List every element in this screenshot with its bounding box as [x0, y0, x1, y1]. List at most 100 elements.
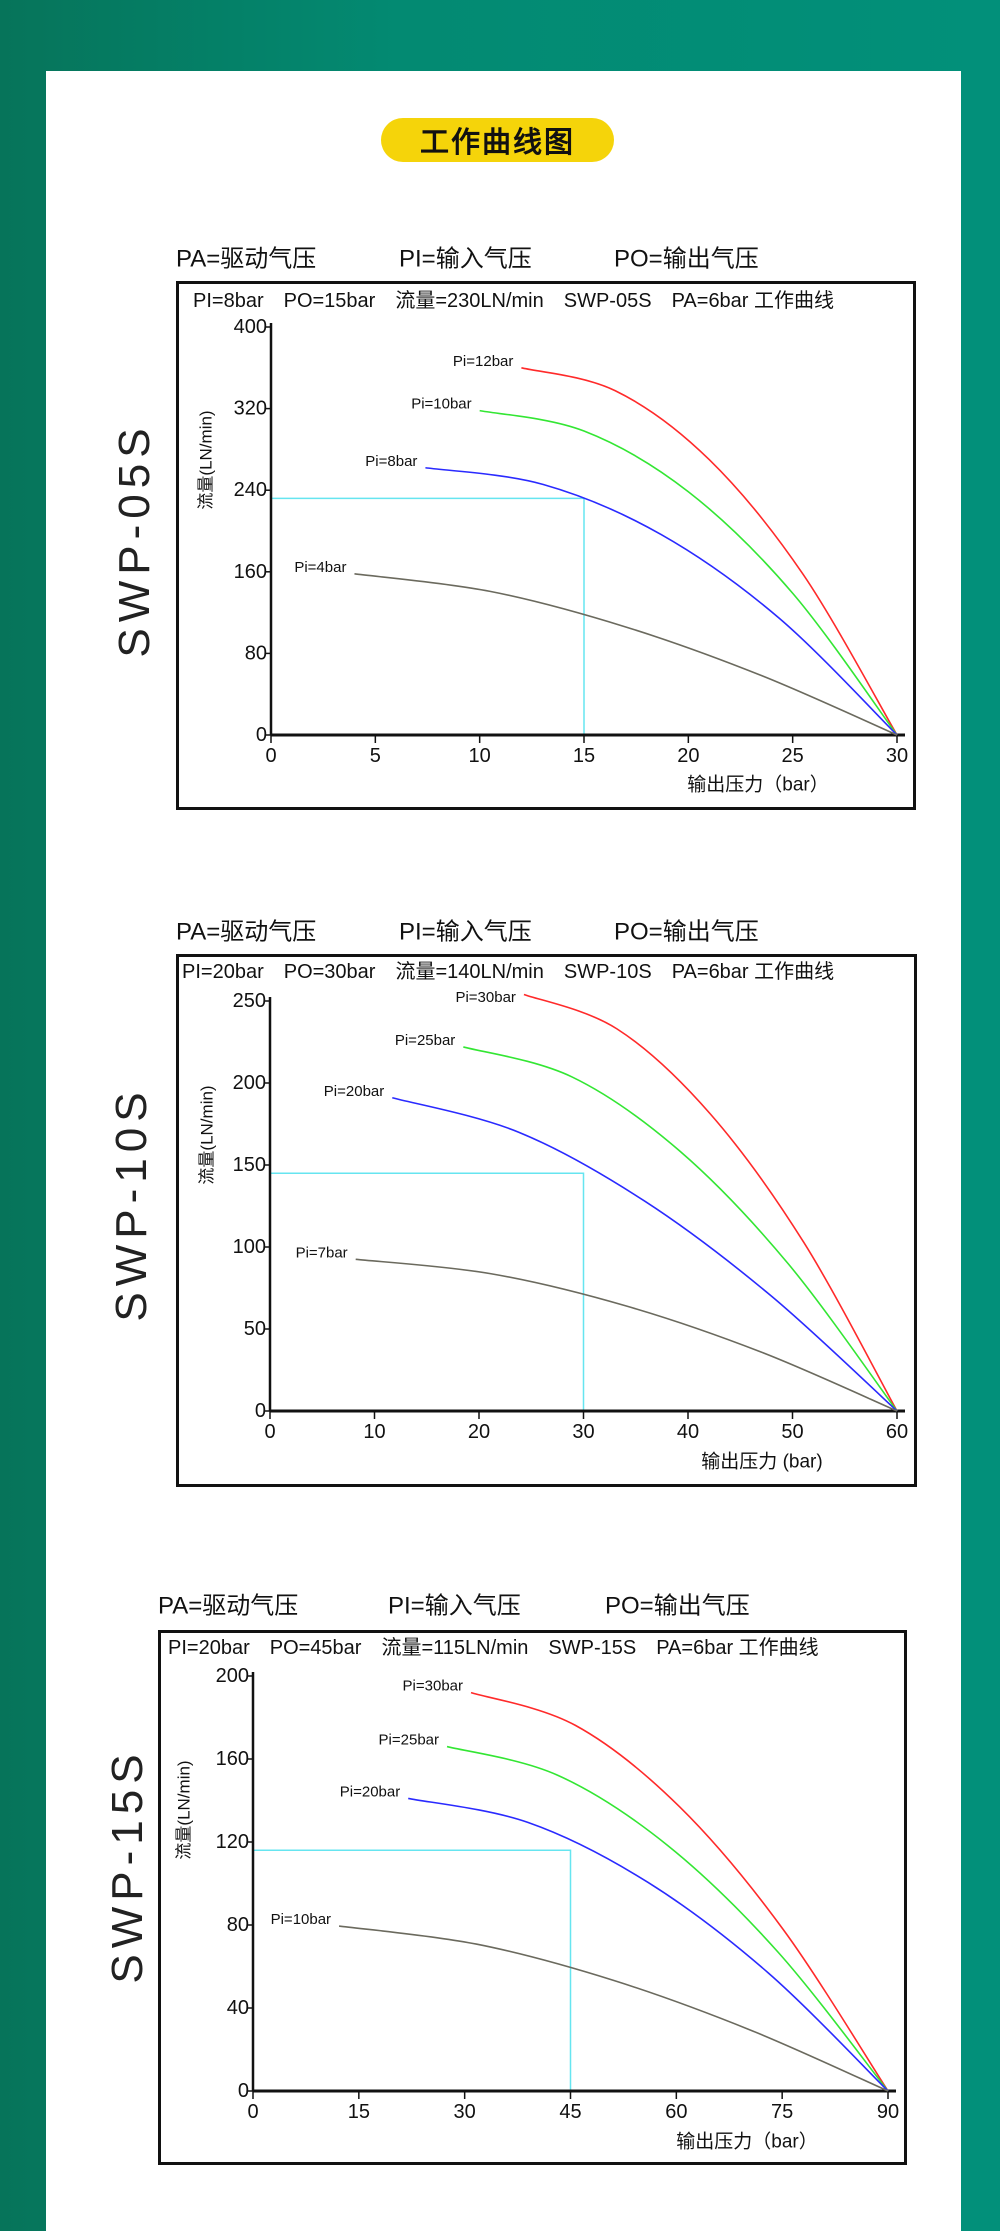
series-label: Pi=8bar	[365, 453, 417, 470]
series-label: Pi=25bar	[395, 1032, 455, 1049]
y-tick-label: 40	[227, 1997, 249, 2019]
y-tick-label: 0	[238, 2080, 249, 2102]
chart-header: PI=20bar PO=45bar 流量=115LN/min SWP-15S PA=6b…	[168, 1637, 819, 1659]
header-field: PO=30bar	[283, 961, 376, 983]
header-field: PI=20bar	[182, 961, 264, 983]
x-axis-label: 输出压力（bar）	[687, 774, 829, 796]
series-line	[408, 1797, 889, 2092]
legend-item: PI=输入气压	[399, 918, 532, 946]
x-tick-label: 15	[573, 745, 595, 767]
x-tick-label: 10	[363, 1421, 385, 1443]
x-tick-label: 60	[665, 2101, 687, 2123]
x-tick-label: 90	[877, 2101, 899, 2123]
series-label: Pi=20bar	[324, 1083, 384, 1100]
series-line	[425, 466, 898, 736]
header-field: SWP-05S	[563, 290, 652, 312]
x-tick-label: 5	[370, 745, 381, 767]
reference-line	[253, 1849, 572, 2091]
legend-item: PI=输入气压	[399, 245, 532, 273]
series-label: Pi=30bar	[455, 989, 515, 1006]
reference-line	[270, 1172, 585, 1411]
y-tick-label: 120	[216, 1831, 249, 1853]
chart-header: PI=8bar PO=15bar 流量=230LN/min SWP-05S PA=6ba…	[193, 290, 834, 312]
x-tick-label: 30	[454, 2101, 476, 2123]
header-field: PO=45bar	[269, 1637, 362, 1659]
header-field: PI=8bar	[193, 290, 264, 312]
legend-item: PA=驱动气压	[176, 918, 317, 946]
series-label: Pi=10bar	[271, 1911, 331, 1928]
y-tick-label: 250	[233, 990, 266, 1012]
header-field: 流量=230LN/min	[395, 290, 544, 312]
header-field: PA=6bar 工作曲线	[671, 961, 835, 983]
series-label: Pi=25bar	[379, 1732, 439, 1749]
y-tick-label: 80	[227, 1914, 249, 1936]
legend-item: PA=驱动气压	[176, 245, 317, 273]
header-field: SWP-15S	[548, 1637, 637, 1659]
x-tick-label: 40	[677, 1421, 699, 1443]
series-line	[355, 1258, 898, 1412]
y-tick-label: 160	[216, 1748, 249, 1770]
series-label: Pi=20bar	[340, 1783, 400, 1800]
header-field: PI=20bar	[168, 1637, 250, 1659]
x-tick-label: 60	[886, 1421, 908, 1443]
series-line	[446, 1745, 889, 2092]
x-tick-label: 75	[771, 2101, 793, 2123]
x-tick-label: 30	[886, 745, 908, 767]
reference-line	[271, 497, 585, 735]
y-tick-label: 160	[234, 561, 267, 583]
x-tick-label: 20	[677, 745, 699, 767]
content-card	[46, 71, 961, 2231]
x-tick-label: 45	[559, 2101, 581, 2123]
header-field: 流量=140LN/min	[395, 961, 544, 983]
y-tick-label: 150	[233, 1154, 266, 1176]
legend-item: PI=输入气压	[388, 1592, 521, 1620]
y-tick-label: 320	[234, 398, 267, 420]
x-tick-label: 25	[782, 745, 804, 767]
series-line	[463, 1046, 898, 1412]
legend-item: PO=输出气压	[605, 1592, 750, 1620]
series-label: Pi=7bar	[296, 1244, 348, 1261]
y-tick-label: 80	[245, 642, 267, 664]
x-tick-label: 15	[348, 2101, 370, 2123]
chart-frame	[158, 1630, 907, 2165]
series-line	[479, 409, 898, 736]
y-tick-label: 240	[234, 479, 267, 501]
header-field: PA=6bar 工作曲线	[671, 290, 835, 312]
header-field: PO=15bar	[283, 290, 376, 312]
x-tick-label: 50	[781, 1421, 803, 1443]
legend-item: PO=输出气压	[614, 245, 759, 273]
section-title: 工作曲线图	[419, 127, 575, 159]
x-tick-label: 0	[247, 2101, 258, 2123]
y-tick-label: 0	[255, 1400, 266, 1422]
y-tick-label: 50	[244, 1318, 266, 1340]
series-line	[521, 367, 898, 736]
x-axis-label: 输出压力 (bar)	[701, 1451, 823, 1473]
y-tick-label: 200	[216, 1665, 249, 1687]
section-title-badge: 工作曲线图	[381, 118, 614, 162]
series-line	[354, 573, 898, 736]
series-label: Pi=12bar	[453, 353, 513, 370]
series-line	[392, 1096, 898, 1412]
header-field: SWP-10S	[563, 961, 652, 983]
series-line	[523, 993, 898, 1412]
legend-item: PA=驱动气压	[158, 1592, 299, 1620]
y-tick-label: 0	[256, 724, 267, 746]
chart-frame	[176, 281, 916, 810]
series-label: Pi=30bar	[403, 1678, 463, 1695]
chart-header: PI=20bar PO=30bar 流量=140LN/min SWP-10S PA=6b…	[182, 961, 834, 983]
x-tick-label: 0	[265, 745, 276, 767]
x-tick-label: 0	[264, 1421, 275, 1443]
x-axis-label: 输出压力（bar）	[676, 2131, 818, 2153]
series-label: Pi=4bar	[294, 559, 346, 576]
header-field: 流量=115LN/min	[381, 1637, 529, 1659]
chart-frame	[176, 954, 917, 1487]
series-label: Pi=10bar	[411, 396, 471, 413]
x-tick-label: 20	[468, 1421, 490, 1443]
x-tick-label: 30	[572, 1421, 594, 1443]
series-line	[470, 1691, 889, 2092]
x-tick-label: 10	[469, 745, 491, 767]
y-tick-label: 400	[234, 316, 267, 338]
series-line	[338, 1925, 889, 2092]
y-tick-label: 200	[233, 1072, 266, 1094]
